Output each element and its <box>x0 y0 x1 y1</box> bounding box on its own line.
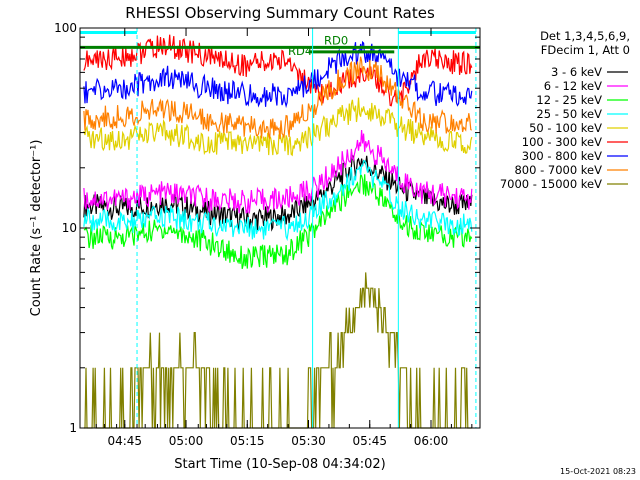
flag-label-rd0: RD0 <box>324 33 348 47</box>
footer-timestamp: 15-Oct-2021 08:23 <box>560 467 636 476</box>
series-line-5 <box>83 97 473 157</box>
x-tick-label: 05:30 <box>291 434 326 448</box>
y-tick-label: 10 <box>62 221 77 235</box>
series-line-7 <box>83 40 473 109</box>
legend-label: 50 - 100 keV <box>529 121 602 135</box>
series-line-3 <box>83 173 473 270</box>
series-line-6 <box>83 34 473 109</box>
y-axis-label: Count Rate (s⁻¹ detector⁻¹) <box>29 140 44 317</box>
x-tick-label: 05:45 <box>352 434 387 448</box>
x-axis: 04:45 05:00 05:15 05:30 05:45 06:00 <box>95 28 473 448</box>
flag-label-rd4: RD4 <box>288 44 312 58</box>
flag-layer: RD0 RD4 <box>80 30 480 58</box>
series-line-4 <box>83 160 473 242</box>
y-axis: 1 10 100 <box>54 21 480 435</box>
series-line-8 <box>83 56 473 140</box>
legend-label: 25 - 50 keV <box>536 107 602 121</box>
legend: Det 1,3,4,5,6,9,FDecim 1, Att 0 3 - 6 keV… <box>500 29 630 191</box>
x-tick-label: 04:45 <box>107 434 142 448</box>
legend-label: 3 - 6 keV <box>551 65 602 79</box>
y-tick-label: 1 <box>69 421 77 435</box>
legend-header-line: FDecim 1, Att 0 <box>541 43 630 57</box>
chart-title: RHESSI Observing Summary Count Rates <box>125 4 435 22</box>
x-tick-label: 06:00 <box>414 434 449 448</box>
series-line-9 <box>83 272 472 429</box>
legend-label: 7000 - 15000 keV <box>500 177 602 191</box>
x-tick-label: 05:15 <box>230 434 265 448</box>
series-layer <box>83 34 473 429</box>
legend-label: 12 - 25 keV <box>536 93 602 107</box>
x-axis-label: Start Time (10-Sep-08 04:34:02) <box>174 457 385 472</box>
legend-label: 800 - 7000 keV <box>514 163 602 177</box>
legend-header-line: Det 1,3,4,5,6,9, <box>540 29 630 43</box>
x-tick-label: 05:00 <box>169 434 204 448</box>
legend-label: 100 - 300 keV <box>522 135 602 149</box>
y-tick-label: 100 <box>54 21 77 35</box>
legend-label: 300 - 800 keV <box>522 149 602 163</box>
series-line-2 <box>83 129 473 214</box>
legend-label: 6 - 12 keV <box>544 79 602 93</box>
